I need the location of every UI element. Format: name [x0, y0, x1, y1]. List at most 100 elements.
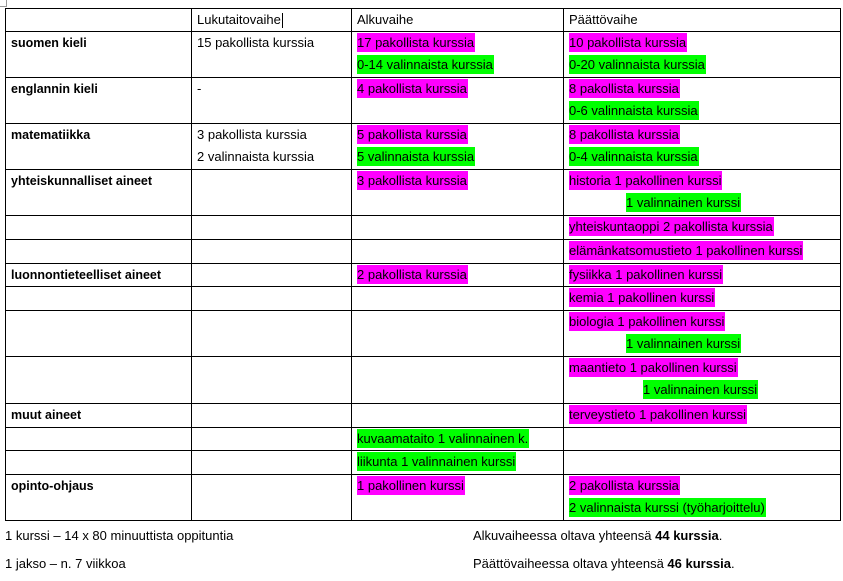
paatto-cell: 8 pakollista kurssia 0-6 valinnaista kurs…: [563, 77, 841, 124]
paatto-cell: 10 pakollista kurssia 0-20 valinnaista ku…: [563, 31, 841, 78]
mandatory-courses: 5 pakollista kurssia: [357, 125, 468, 144]
paatto-cell: elämänkatsomustieto 1 pakollinen kurssi: [563, 239, 841, 264]
cell-line: 0-6 valinnaista kurssia: [569, 100, 835, 122]
mandatory-courses: 8 pakollista kurssia: [569, 79, 680, 98]
luku-cell: [191, 356, 352, 404]
table-row: matematiikka 3 pakollista kurssia 2 valinn…: [5, 123, 841, 170]
header-row: Lukutaitovaihe Alkuvaihe Päättövaihe: [5, 8, 841, 32]
luku-cell: [191, 263, 352, 287]
subject-cell: muut aineet: [5, 403, 192, 428]
alku-cell: [351, 239, 564, 264]
header-empty: [5, 8, 192, 32]
alku-cell: [351, 215, 564, 240]
mandatory-courses: yhteiskuntaoppi 2 pakollista kurssia: [569, 217, 774, 236]
optional-courses: 5 valinnaista kurssia: [357, 147, 476, 166]
paatto-cell: yhteiskuntaoppi 2 pakollista kurssia: [563, 215, 841, 240]
mandatory-courses: 4 pakollista kurssia: [357, 79, 468, 98]
cell-line: kemia 1 pakollinen kurssi: [569, 288, 835, 310]
header-alkuvaihe: Alkuvaihe: [351, 8, 564, 32]
mandatory-courses: maantieto 1 pakollinen kurssi: [569, 358, 738, 377]
footer-alkuvaihe-total: Alkuvaiheessa oltava yhteensä 44 kurssia…: [473, 528, 723, 543]
paatto-cell: kemia 1 pakollinen kurssi: [563, 286, 841, 311]
footer: 1 kurssi – 14 x 80 minuuttista oppitunti…: [5, 525, 841, 581]
cell-line: fysiikka 1 pakollinen kurssi: [569, 265, 835, 286]
cell-line: -: [197, 79, 346, 101]
paatto-cell: fysiikka 1 pakollinen kurssi: [563, 263, 841, 287]
alku-cell: 4 pakollista kurssia: [351, 77, 564, 124]
subject-label: yhteiskunnalliset aineet: [11, 174, 153, 188]
course-text: 2 valinnaista kurssia: [197, 149, 315, 164]
subject-cell: luonnontieteelliset aineet: [5, 263, 192, 287]
footer-row: 1 jakso – n. 7 viikkoa Päättövaiheessa o…: [5, 553, 841, 581]
optional-courses: 0-4 valinnaista kurssia: [569, 147, 699, 166]
course-table: Lukutaitovaihe Alkuvaihe Päättövaihe suo…: [5, 8, 841, 521]
mandatory-courses: 8 pakollista kurssia: [569, 125, 680, 144]
paatto-cell: 2 pakollista kurssia 2 valinnaista kurssi…: [563, 474, 841, 521]
subject-label: opinto-ohjaus: [11, 479, 94, 493]
luku-cell: 3 pakollista kurssia 2 valinnaista kurssi…: [191, 123, 352, 170]
optional-courses: 0-6 valinnaista kurssia: [569, 101, 699, 120]
subject-cell: [5, 215, 192, 240]
course-text: -: [197, 81, 202, 96]
luku-cell: [191, 169, 352, 216]
optional-courses: kuvaamataito 1 valinnainen k.: [357, 429, 530, 448]
cell-line: 0-4 valinnaista kurssia: [569, 146, 835, 168]
alku-cell: 5 pakollista kurssia 5 valinnaista kurssi…: [351, 123, 564, 170]
cell-line: yhteiskuntaoppi 2 pakollista kurssia: [569, 217, 835, 239]
subject-label: suomen kieli: [11, 36, 87, 50]
paatto-cell: [563, 450, 841, 475]
alku-cell: liikunta 1 valinnainen kurssi: [351, 450, 564, 475]
subject-cell: [5, 310, 192, 357]
alku-cell: 2 pakollista kurssia: [351, 263, 564, 287]
mandatory-courses: kemia 1 pakollinen kurssi: [569, 288, 716, 307]
text-cursor: [281, 13, 283, 29]
paatto-cell: 8 pakollista kurssia 0-4 valinnaista kurs…: [563, 123, 841, 170]
subject-label: englannin kieli: [11, 82, 98, 96]
subject-label: matematiikka: [11, 128, 91, 142]
paatto-cell: maantieto 1 pakollinen kurssi 1 valinnain…: [563, 356, 841, 404]
luku-cell: [191, 215, 352, 240]
cell-line: 2 valinnaista kurssia: [197, 146, 346, 168]
cell-line: 15 pakollista kurssia: [197, 33, 346, 55]
cell-line: 1 valinnainen kurssi: [569, 379, 835, 401]
paatto-cell: biologia 1 pakollinen kurssi 1 valinnaine…: [563, 310, 841, 357]
alku-cell: kuvaamataito 1 valinnainen k.: [351, 427, 564, 451]
header-label: Alkuvaihe: [357, 12, 414, 27]
paatto-cell: terveystieto 1 pakollinen kurssi: [563, 403, 841, 428]
subject-cell: [5, 356, 192, 404]
cell-line: terveystieto 1 pakollinen kurssi: [569, 405, 835, 427]
cell-line: 0-20 valinnaista kurssia: [569, 54, 835, 76]
mandatory-courses: 2 pakollista kurssia: [357, 265, 468, 284]
paatto-cell: [563, 427, 841, 451]
table-row: kemia 1 pakollinen kurssi: [5, 286, 841, 311]
table-row: yhteiskunnalliset aineet 3 pakollista kur…: [5, 169, 841, 216]
subject-cell: [5, 427, 192, 451]
mandatory-courses: 17 pakollista kurssia: [357, 33, 476, 52]
header-lukutaitovaihe: Lukutaitovaihe: [191, 8, 352, 32]
course-text: 3 pakollista kurssia: [197, 127, 307, 142]
cell-line: 17 pakollista kurssia: [357, 33, 558, 55]
alku-cell: [351, 310, 564, 357]
luku-cell: [191, 403, 352, 428]
optional-courses: 0-20 valinnaista kurssia: [569, 55, 706, 74]
mandatory-courses: biologia 1 pakollinen kurssi: [569, 312, 726, 331]
subject-label: muut aineet: [11, 408, 82, 422]
cell-line: historia 1 pakollinen kurssi: [569, 171, 835, 193]
mandatory-courses: historia 1 pakollinen kurssi: [569, 171, 723, 190]
alku-cell: [351, 286, 564, 311]
header-paattovaihe: Päättövaihe: [563, 8, 841, 32]
subject-cell: matematiikka: [5, 123, 192, 170]
footer-row: 1 kurssi – 14 x 80 minuuttista oppitunti…: [5, 525, 841, 553]
table-row: elämänkatsomustieto 1 pakollinen kurssi: [5, 239, 841, 264]
page-corner-mark: [0, 0, 7, 7]
cell-line: 5 pakollista kurssia: [357, 125, 558, 147]
paatto-cell: historia 1 pakollinen kurssi 1 valinnaine…: [563, 169, 841, 216]
optional-courses: 1 valinnainen kurssi: [643, 380, 759, 399]
optional-courses: 1 valinnainen kurssi: [626, 334, 742, 353]
table-row: yhteiskuntaoppi 2 pakollista kurssia: [5, 215, 841, 240]
course-text: 15 pakollista kurssia: [197, 35, 315, 50]
optional-courses: 1 valinnainen kurssi: [626, 193, 742, 212]
cell-line: liikunta 1 valinnainen kurssi: [357, 452, 558, 474]
table-row: liikunta 1 valinnainen kurssi: [5, 450, 841, 475]
subject-cell: englannin kieli: [5, 77, 192, 124]
